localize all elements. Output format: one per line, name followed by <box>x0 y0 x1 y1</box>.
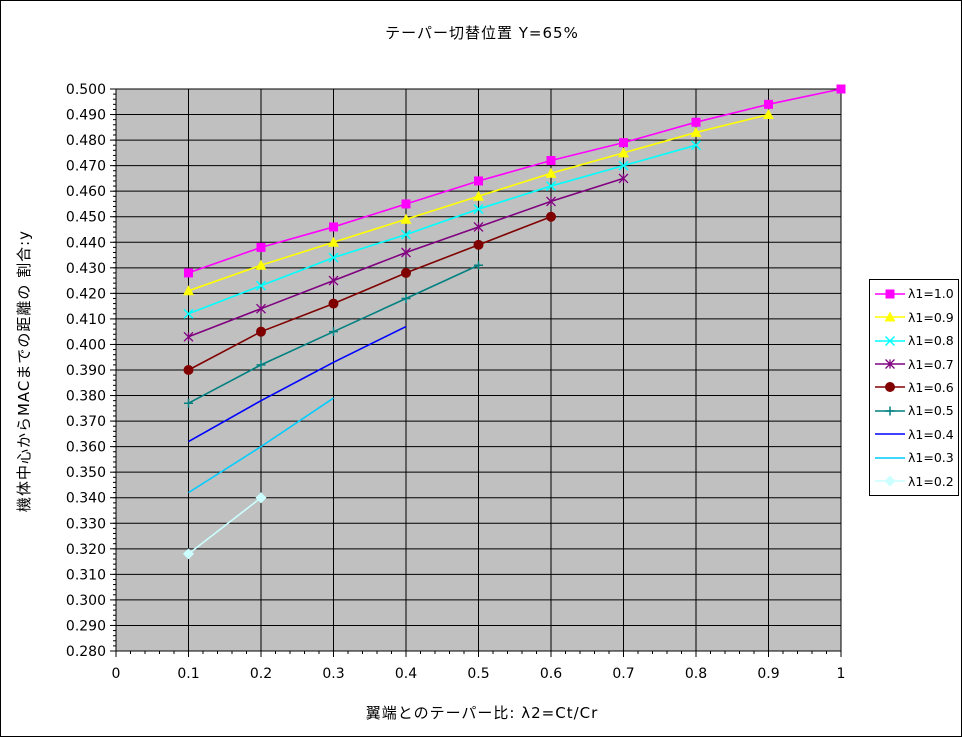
svg-text:0.6: 0.6 <box>540 666 562 682</box>
svg-text:0.350: 0.350 <box>66 465 106 481</box>
legend-item-label: λ1=0.5 <box>908 403 954 419</box>
svg-text:0.3: 0.3 <box>322 666 344 682</box>
svg-text:0.420: 0.420 <box>66 286 106 302</box>
svg-text:0.280: 0.280 <box>66 644 106 660</box>
series-line-0 <box>184 84 846 278</box>
svg-text:0.410: 0.410 <box>66 312 106 328</box>
series-line-2 <box>183 140 702 319</box>
svg-text:1: 1 <box>837 666 846 682</box>
svg-text:0.360: 0.360 <box>66 440 106 456</box>
legend: λ1=1.0 λ1=0.9 λ1=0.8 λ1=0.7 λ1=0.6 λ1=0.… <box>869 279 959 496</box>
svg-text:0.300: 0.300 <box>66 593 106 609</box>
x-axis-tick-labels: 0 0.1 0.2 0.3 0.4 0.5 0.6 0.7 0.8 0.9 1 <box>112 666 846 682</box>
svg-text:0.490: 0.490 <box>66 108 106 124</box>
svg-text:0.440: 0.440 <box>66 235 106 251</box>
legend-item-label: λ1=0.8 <box>908 333 954 349</box>
legend-item: λ1=0.9 <box>874 306 958 328</box>
legend-item: λ1=0.8 <box>874 330 958 352</box>
svg-text:0.370: 0.370 <box>66 414 106 430</box>
svg-text:0.7: 0.7 <box>612 666 634 682</box>
legend-marker-icon <box>875 335 905 346</box>
svg-text:0.9: 0.9 <box>757 666 779 682</box>
x-axis-title: 翼端とのテーパー比: λ2=Ct/Cr <box>365 704 599 722</box>
legend-marker-icon <box>875 433 905 436</box>
svg-text:0.450: 0.450 <box>66 210 106 226</box>
svg-text:0.430: 0.430 <box>66 261 106 277</box>
svg-text:0.480: 0.480 <box>66 133 106 149</box>
svg-text:0.320: 0.320 <box>66 542 106 558</box>
legend-marker-icon <box>875 289 905 299</box>
legend-item: λ1=1.0 <box>874 283 958 305</box>
svg-text:0.470: 0.470 <box>66 159 106 175</box>
y-axis-tick-labels: 0.280 0.290 0.300 0.310 0.320 0.330 0.340 0.350… <box>66 82 106 660</box>
svg-text:0.8: 0.8 <box>685 666 707 682</box>
svg-text:0.310: 0.310 <box>66 567 106 583</box>
legend-item-label: λ1=0.2 <box>908 473 954 489</box>
legend-item-label: λ1=1.0 <box>908 286 954 302</box>
legend-marker-icon <box>875 475 905 487</box>
legend-marker-icon <box>875 456 905 459</box>
series-line-3 <box>183 173 629 342</box>
chart-title: テーパー切替位置 Y=65% <box>385 24 579 42</box>
legend-item-label: λ1=0.9 <box>908 309 954 325</box>
svg-text:0.1: 0.1 <box>177 666 199 682</box>
legend-marker-icon <box>875 311 905 322</box>
svg-text:0.340: 0.340 <box>66 491 106 507</box>
legend-item-label: λ1=0.4 <box>908 426 954 442</box>
svg-text:0.330: 0.330 <box>66 516 106 532</box>
legend-item-label: λ1=0.3 <box>908 450 954 466</box>
legend-marker-icon <box>875 406 905 416</box>
svg-text:0.460: 0.460 <box>66 184 106 200</box>
svg-text:0.400: 0.400 <box>66 337 106 353</box>
series-line-8 <box>183 492 267 560</box>
legend-item: λ1=0.6 <box>874 376 958 398</box>
svg-text:0.5: 0.5 <box>467 666 489 682</box>
svg-text:0: 0 <box>112 666 121 682</box>
svg-text:0.2: 0.2 <box>250 666 272 682</box>
svg-text:0.380: 0.380 <box>66 389 106 405</box>
series-line-1 <box>183 109 774 296</box>
series-line-5 <box>184 260 483 408</box>
legend-item-label: λ1=0.6 <box>908 379 954 395</box>
series-line-4 <box>183 211 556 375</box>
svg-text:0.390: 0.390 <box>66 363 106 379</box>
axis-ticks <box>110 88 842 657</box>
legend-item: λ1=0.3 <box>874 447 958 469</box>
legend-item: λ1=0.5 <box>874 400 958 422</box>
series-line-6 <box>188 325 407 443</box>
legend-marker-icon <box>875 382 905 393</box>
legend-item: λ1=0.7 <box>874 353 958 375</box>
svg-text:0.290: 0.290 <box>66 618 106 634</box>
legend-item: λ1=0.4 <box>874 423 958 445</box>
legend-marker-icon <box>875 359 905 369</box>
svg-text:0.500: 0.500 <box>66 82 106 98</box>
legend-item-label: λ1=0.7 <box>908 356 954 372</box>
legend-item: λ1=0.2 <box>874 470 958 492</box>
series-line-7 <box>188 397 334 494</box>
svg-text:0.4: 0.4 <box>395 666 417 682</box>
